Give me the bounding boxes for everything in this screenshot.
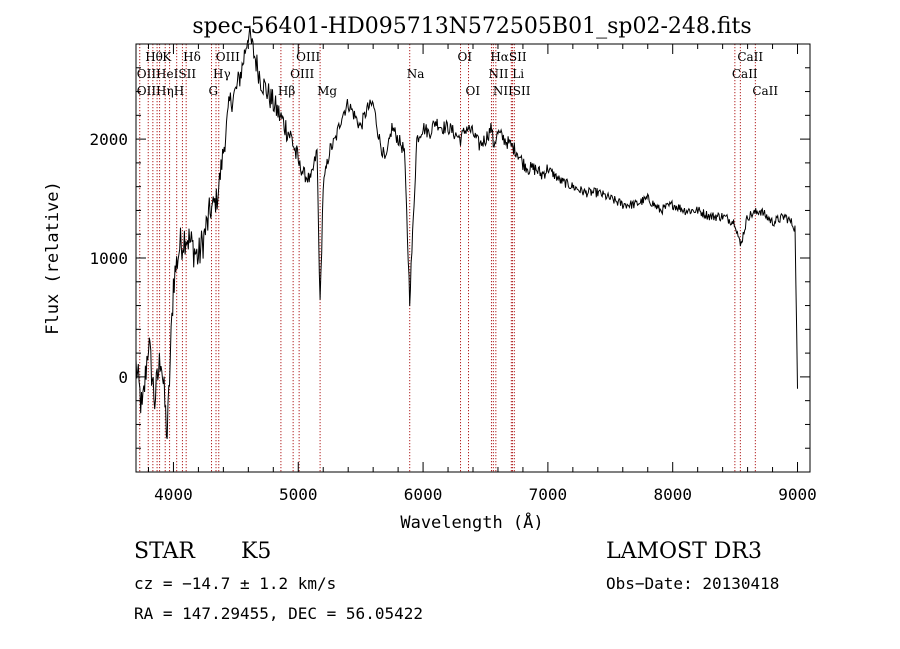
line-label-17: Mg — [317, 84, 337, 98]
line-label-3: OIII — [216, 50, 240, 64]
x-tick-label-2: 6000 — [404, 485, 443, 504]
x-tick-label-1: 5000 — [279, 485, 318, 504]
line-label-5: OI — [458, 50, 473, 64]
line-label-8: OIIHeISII — [137, 67, 197, 81]
x-tick-label-0: 4000 — [154, 485, 193, 504]
line-label-7: CaII — [737, 50, 763, 64]
line-label-19: NIISII — [493, 84, 531, 98]
line-label-14: OIIHηH — [137, 84, 184, 98]
axis-ticks: 4000 5000 6000 7000 8000 9000 0 1000 2000 — [89, 43, 817, 504]
coordinates: RA = 147.29455, DEC = 56.05422 — [134, 604, 423, 623]
line-label-13: CaII — [732, 67, 758, 81]
line-label-10: OIII — [290, 67, 314, 81]
line-label-2: Hδ — [183, 50, 201, 64]
line-label-6: HαSII — [490, 50, 527, 64]
y-axis-label: Flux (relative) — [43, 181, 63, 335]
line-label-18: OI — [466, 84, 481, 98]
observation-date: Obs−Date: 20130418 — [606, 574, 780, 593]
plot-frame — [135, 43, 811, 473]
flux-series — [135, 25, 798, 439]
line-label-11: Na — [407, 67, 425, 81]
survey-name: LAMOST DR3 — [606, 539, 762, 564]
line-label-20: CaII — [752, 84, 778, 98]
spectral-line-labels: Hθ K Hδ OIII OIII OI HαSII CaII OIIHeISII Hγ OIII N… — [137, 50, 779, 98]
spectral-subclass: K5 — [241, 539, 272, 564]
line-label-16: Hβ — [278, 84, 295, 98]
redshift-velocity: cz = −14.7 ± 1.2 km/s — [134, 574, 337, 593]
line-label-4: OIII — [296, 50, 320, 64]
line-label-1: K — [162, 50, 172, 64]
x-tick-label-5: 9000 — [778, 485, 817, 504]
y-tick-label-0: 0 — [118, 368, 128, 387]
y-tick-label-1: 1000 — [89, 249, 128, 268]
y-tick-label-2: 2000 — [89, 130, 128, 149]
x-tick-label-4: 8000 — [653, 485, 692, 504]
line-label-15: G — [209, 84, 219, 98]
x-axis-label: Wavelength (Å) — [400, 511, 543, 533]
object-type: STAR — [134, 539, 195, 564]
x-tick-label-3: 7000 — [529, 485, 568, 504]
line-label-12: NII Li — [488, 67, 524, 81]
line-label-0: Hθ — [145, 50, 163, 64]
chart-title: spec-56401-HD095713N572505B01_sp02-248.f… — [192, 14, 751, 39]
line-label-9: Hγ — [213, 67, 231, 81]
flux-line-0 — [135, 25, 798, 439]
